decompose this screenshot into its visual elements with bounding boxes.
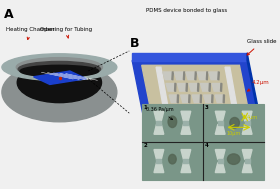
Text: 4.2μm: 4.2μm: [248, 81, 270, 91]
Ellipse shape: [20, 65, 99, 77]
Polygon shape: [34, 71, 86, 84]
Polygon shape: [178, 84, 186, 91]
Polygon shape: [215, 95, 223, 103]
Text: 10μm: 10μm: [227, 131, 241, 136]
Polygon shape: [218, 121, 223, 125]
Polygon shape: [132, 53, 247, 60]
Polygon shape: [218, 106, 226, 114]
Ellipse shape: [16, 58, 102, 77]
Polygon shape: [242, 125, 252, 134]
Polygon shape: [215, 125, 225, 134]
Polygon shape: [132, 60, 260, 128]
Polygon shape: [189, 95, 190, 103]
Polygon shape: [242, 149, 252, 159]
Polygon shape: [192, 106, 193, 114]
Polygon shape: [204, 95, 212, 103]
Polygon shape: [154, 111, 164, 121]
Polygon shape: [215, 149, 225, 159]
Text: Opening for Tubing: Opening for Tubing: [40, 27, 92, 38]
Polygon shape: [214, 106, 216, 114]
Polygon shape: [181, 95, 189, 103]
Polygon shape: [154, 149, 164, 159]
Polygon shape: [172, 106, 180, 114]
Polygon shape: [226, 106, 227, 114]
Polygon shape: [174, 72, 184, 80]
Ellipse shape: [169, 154, 176, 164]
Polygon shape: [225, 67, 239, 121]
Polygon shape: [183, 72, 185, 80]
Polygon shape: [180, 106, 181, 114]
Polygon shape: [203, 106, 204, 114]
Polygon shape: [154, 163, 164, 173]
Polygon shape: [209, 72, 218, 80]
Polygon shape: [183, 121, 188, 125]
Text: 4μm: 4μm: [247, 115, 258, 119]
Polygon shape: [209, 84, 210, 91]
Ellipse shape: [230, 118, 239, 128]
Polygon shape: [245, 121, 249, 125]
Polygon shape: [174, 84, 176, 91]
Ellipse shape: [18, 61, 101, 77]
Polygon shape: [200, 95, 202, 103]
Polygon shape: [186, 72, 195, 80]
Polygon shape: [181, 111, 191, 121]
Polygon shape: [215, 111, 225, 121]
Polygon shape: [156, 67, 171, 121]
Polygon shape: [206, 72, 208, 80]
Polygon shape: [163, 72, 172, 80]
Polygon shape: [221, 84, 222, 91]
Text: 4: 4: [205, 143, 209, 148]
Polygon shape: [166, 84, 175, 91]
Polygon shape: [157, 159, 161, 163]
Polygon shape: [197, 72, 207, 80]
Polygon shape: [198, 84, 199, 91]
Text: 3: 3: [205, 105, 209, 110]
Polygon shape: [242, 111, 252, 121]
Polygon shape: [181, 149, 191, 159]
Polygon shape: [200, 84, 209, 91]
Polygon shape: [223, 95, 225, 103]
Polygon shape: [183, 159, 188, 163]
Text: B: B: [130, 36, 140, 50]
Polygon shape: [192, 95, 200, 103]
Text: 2: 2: [144, 143, 147, 148]
Polygon shape: [172, 72, 173, 80]
Text: Heating Chamber: Heating Chamber: [6, 27, 55, 40]
Polygon shape: [184, 106, 192, 114]
Polygon shape: [195, 72, 196, 80]
Ellipse shape: [2, 54, 117, 81]
Text: A: A: [4, 8, 13, 21]
Polygon shape: [142, 65, 251, 123]
Polygon shape: [195, 106, 203, 114]
Polygon shape: [154, 125, 164, 134]
Ellipse shape: [227, 154, 240, 164]
Polygon shape: [177, 95, 179, 103]
Polygon shape: [215, 163, 225, 173]
Text: PDMS device bonded to glass: PDMS device bonded to glass: [146, 8, 227, 13]
Text: 1: 1: [144, 105, 147, 110]
Text: 0.36 Pa/μm: 0.36 Pa/μm: [146, 107, 173, 120]
Polygon shape: [189, 84, 198, 91]
Polygon shape: [212, 84, 221, 91]
Polygon shape: [218, 159, 223, 163]
Polygon shape: [218, 72, 219, 80]
Polygon shape: [181, 163, 191, 173]
Ellipse shape: [2, 62, 117, 122]
Text: Glass slide: Glass slide: [247, 39, 277, 55]
Bar: [142, 104, 264, 180]
Polygon shape: [181, 125, 191, 134]
Polygon shape: [242, 163, 252, 173]
Polygon shape: [157, 121, 161, 125]
Ellipse shape: [168, 116, 177, 128]
Ellipse shape: [17, 62, 102, 103]
Polygon shape: [247, 53, 260, 128]
Polygon shape: [212, 95, 213, 103]
Polygon shape: [169, 95, 178, 103]
Polygon shape: [207, 106, 214, 114]
Polygon shape: [245, 159, 249, 163]
Polygon shape: [186, 84, 187, 91]
